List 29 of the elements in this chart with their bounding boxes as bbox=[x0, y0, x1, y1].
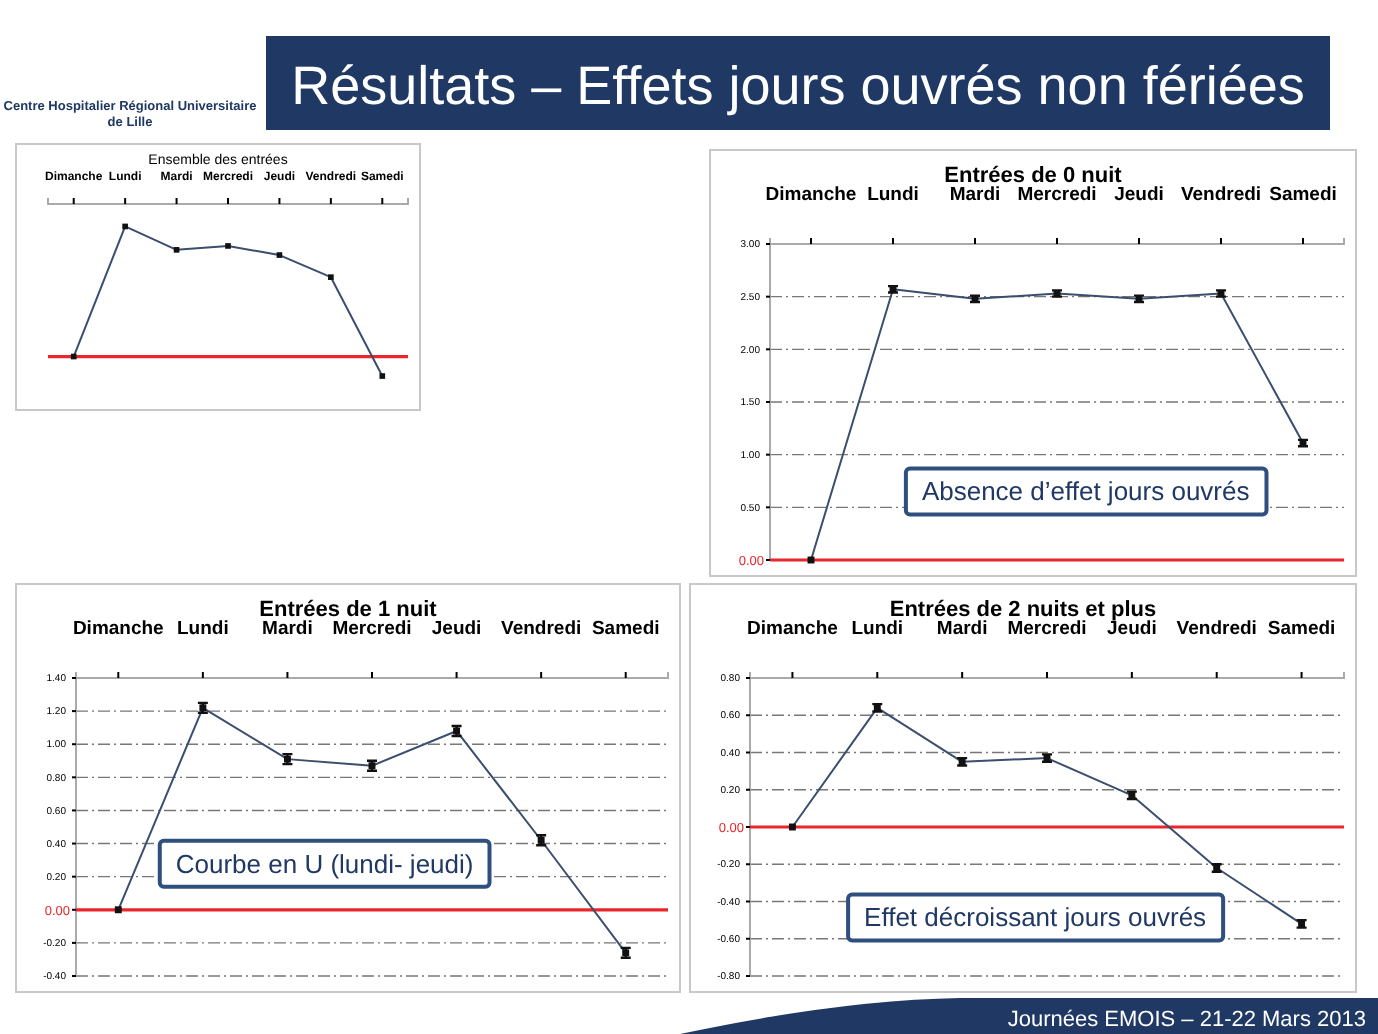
x-tick-label: Dimanche bbox=[72, 618, 164, 640]
x-tick-label: Mardi bbox=[262, 618, 313, 640]
annotation: Effet décroissant jours ouvrés bbox=[864, 902, 1208, 933]
x-tick-label: Mardi bbox=[949, 184, 1001, 206]
x-tick-label: Samedi bbox=[1267, 618, 1336, 640]
x-tick-label: Dimanche bbox=[747, 618, 838, 640]
x-tick-label: Mercredi bbox=[1017, 184, 1097, 206]
x-tick-label: Vendredi bbox=[1180, 184, 1262, 206]
x-tick-label: Vendredi bbox=[1176, 618, 1257, 640]
x-tick-label: Lundi bbox=[867, 184, 919, 206]
x-tick-label: Samedi bbox=[591, 618, 660, 640]
text: Journées EMOIS – 21-22 Mars 2013 bbox=[1007, 1008, 1366, 1032]
x-tick-label: Mardi bbox=[936, 618, 988, 640]
annotation: Courbe en U (lundi- jeudi) bbox=[175, 848, 474, 879]
x-tick-label: Jeudi bbox=[431, 618, 482, 640]
x-tick-label: Lundi bbox=[177, 618, 229, 640]
x-tick-label: Mercredi bbox=[332, 618, 412, 640]
x-tick-label: Dimanche bbox=[765, 184, 857, 206]
x-tick-label: Lundi bbox=[851, 618, 904, 640]
chart-title: Entrées de 0 nuit bbox=[944, 164, 1123, 188]
x-tick-label: Jeudi bbox=[1107, 618, 1157, 640]
x-tick-label: Samedi bbox=[1269, 184, 1337, 206]
x-tick-label: Jeudi bbox=[1114, 184, 1164, 206]
annotation: Absence d’effet jours ouvrés bbox=[921, 476, 1251, 507]
chart-title: Entrées de 2 nuits et plus bbox=[889, 598, 1157, 622]
chart-title: Entrées de 1 nuit bbox=[259, 598, 438, 622]
text: Résultats – Effets jours ouvrés non fériées bbox=[291, 56, 1305, 116]
x-tick-label: Mercredi bbox=[1007, 618, 1087, 640]
x-tick-label: Vendredi bbox=[501, 618, 582, 640]
